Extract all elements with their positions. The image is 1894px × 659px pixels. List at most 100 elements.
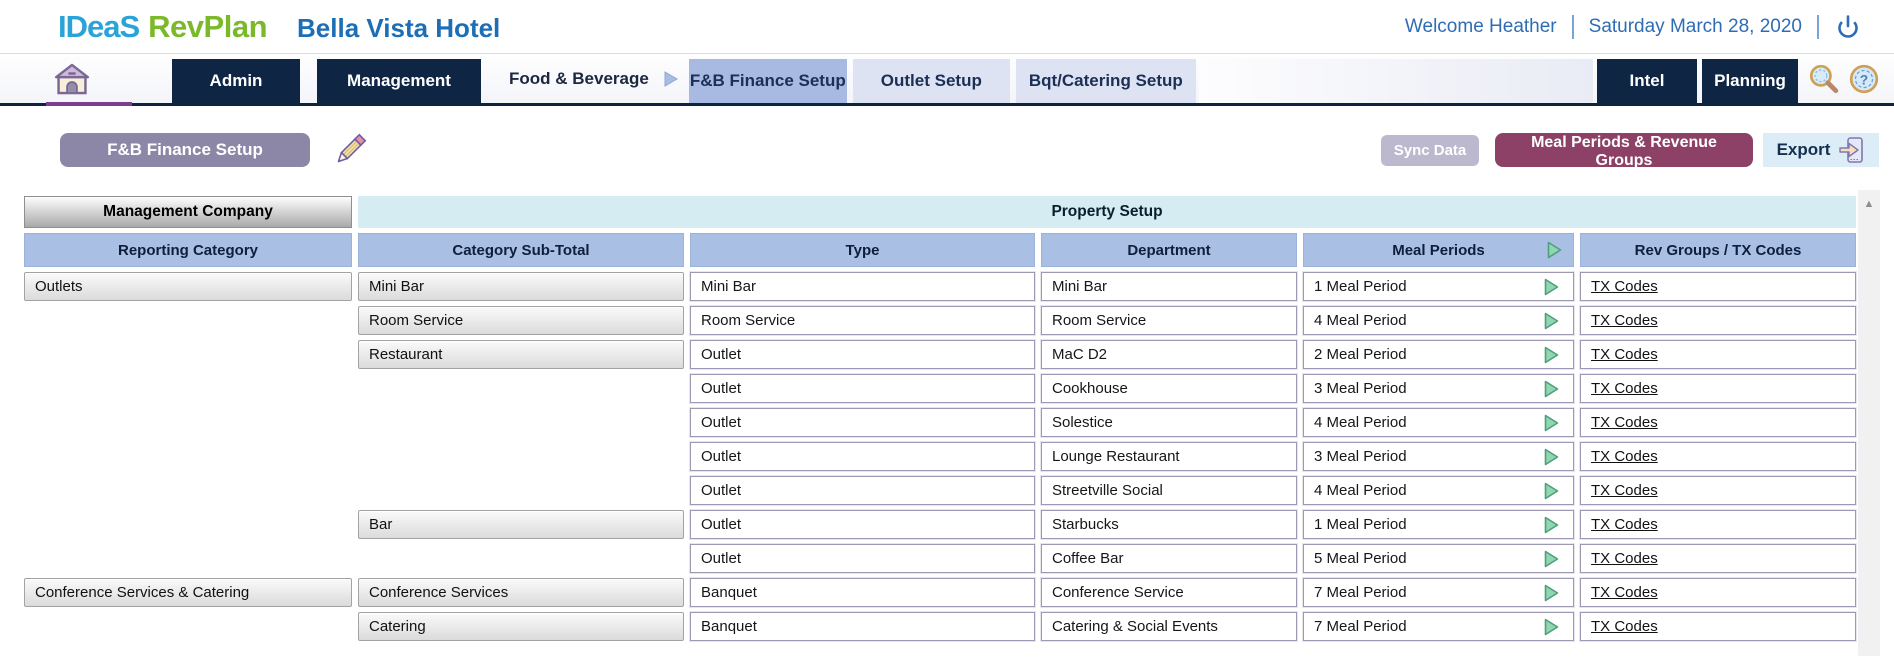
meal-periods-cell[interactable]: 4 Meal Period — [1303, 306, 1574, 335]
tx-codes-link[interactable]: TX Codes — [1591, 618, 1658, 635]
play-arrow-icon[interactable] — [1541, 549, 1561, 569]
tx-codes-link[interactable]: TX Codes — [1591, 448, 1658, 465]
column-header-label: Category Sub-Total — [452, 241, 590, 259]
tx-codes-link[interactable]: TX Codes — [1591, 414, 1658, 431]
reporting-category-cell[interactable]: Outlets — [24, 272, 352, 301]
meal-periods-cell[interactable]: 4 Meal Period — [1303, 476, 1574, 505]
reporting-category-cell[interactable]: Conference Services & Catering — [24, 578, 352, 607]
tx-codes-link[interactable]: TX Codes — [1591, 482, 1658, 499]
sync-data-button[interactable]: Sync Data — [1381, 134, 1479, 166]
scroll-up-icon[interactable]: ▲ — [1863, 198, 1875, 210]
meal-periods-cell[interactable]: 4 Meal Period — [1303, 408, 1574, 437]
category-subtotal-cell[interactable]: Restaurant — [358, 340, 684, 369]
type-cell[interactable]: Outlet — [690, 510, 1035, 539]
table-scrollbar[interactable]: ▲ — [1858, 190, 1880, 656]
play-arrow-icon[interactable] — [1541, 447, 1561, 467]
intel-button[interactable]: Intel — [1597, 59, 1697, 103]
column-header-rev-groups-tx-codes: Rev Groups / TX Codes — [1580, 233, 1856, 267]
meal-periods-label: 7 Meal Period — [1314, 584, 1407, 601]
department-cell[interactable]: Catering & Social Events — [1041, 612, 1297, 641]
rev-groups-cell: TX Codes — [1580, 408, 1856, 437]
column-header-department: Department — [1041, 233, 1297, 267]
play-arrow-icon[interactable] — [1541, 583, 1561, 603]
meal-periods-cell[interactable]: 7 Meal Period — [1303, 578, 1574, 607]
meal-periods-cell[interactable]: 5 Meal Period — [1303, 544, 1574, 573]
meal-periods-cell[interactable]: 3 Meal Period — [1303, 442, 1574, 471]
brand-logo: IDeaS RevPlan Bella Vista Hotel — [58, 9, 500, 45]
tx-codes-link[interactable]: TX Codes — [1591, 312, 1658, 329]
revplan-logo: RevPlan — [148, 8, 268, 44]
play-arrow-icon[interactable] — [1541, 617, 1561, 637]
type-cell[interactable]: Room Service — [690, 306, 1035, 335]
play-arrow-icon[interactable] — [1541, 515, 1561, 535]
category-subtotal-cell[interactable]: Mini Bar — [358, 272, 684, 301]
type-cell[interactable]: Outlet — [690, 476, 1035, 505]
department-cell[interactable]: Cookhouse — [1041, 374, 1297, 403]
play-arrow-icon[interactable] — [1541, 413, 1561, 433]
tab-outlet-setup[interactable]: Outlet Setup — [852, 59, 1010, 103]
tx-codes-link[interactable]: TX Codes — [1591, 584, 1658, 601]
meal-periods-revenue-groups-button[interactable]: Meal Periods & Revenue Groups — [1495, 133, 1753, 169]
department-cell[interactable]: Room Service — [1041, 306, 1297, 335]
tab-bqt-catering-setup[interactable]: Bqt/Catering Setup — [1015, 59, 1196, 103]
department-cell[interactable]: Mini Bar — [1041, 272, 1297, 301]
department-cell[interactable]: Lounge Restaurant — [1041, 442, 1297, 471]
type-cell[interactable]: Banquet — [690, 612, 1035, 641]
meal-periods-label: 2 Meal Period — [1314, 346, 1407, 363]
rev-groups-cell: TX Codes — [1580, 544, 1856, 573]
play-arrow-icon[interactable] — [1541, 345, 1561, 365]
management-button[interactable]: Management — [317, 59, 481, 103]
category-subtotal-cell[interactable]: Catering — [358, 612, 684, 641]
category-subtotal-cell[interactable]: Conference Services — [358, 578, 684, 607]
department-cell[interactable]: Streetville Social — [1041, 476, 1297, 505]
type-cell[interactable]: Outlet — [690, 340, 1035, 369]
meal-periods-cell[interactable]: 7 Meal Period — [1303, 612, 1574, 641]
department-cell[interactable]: MaC D2 — [1041, 340, 1297, 369]
category-subtotal-cell[interactable]: Room Service — [358, 306, 684, 335]
meal-periods-cell[interactable]: 1 Meal Period — [1303, 510, 1574, 539]
meal-periods-cell[interactable]: 2 Meal Period — [1303, 340, 1574, 369]
nav-filler — [1198, 59, 1593, 103]
meal-periods-cell[interactable]: 1 Meal Period — [1303, 272, 1574, 301]
help-icon[interactable]: ? — [1848, 63, 1880, 95]
export-label: Export — [1776, 140, 1831, 159]
type-cell[interactable]: Outlet — [690, 408, 1035, 437]
admin-button[interactable]: Admin — [172, 59, 300, 103]
type-cell[interactable]: Banquet — [690, 578, 1035, 607]
page-title-button[interactable]: F&B Finance Setup — [60, 133, 310, 167]
department-cell[interactable]: Starbucks — [1041, 510, 1297, 539]
type-cell[interactable]: Outlet — [690, 544, 1035, 573]
tab-fb-finance-setup[interactable]: F&B Finance Setup — [688, 59, 847, 103]
power-icon[interactable] — [1836, 14, 1860, 40]
tx-codes-link[interactable]: TX Codes — [1591, 516, 1658, 533]
planning-button[interactable]: Planning — [1702, 59, 1798, 103]
tx-codes-link[interactable]: TX Codes — [1591, 346, 1658, 363]
meal-periods-cell[interactable]: 3 Meal Period — [1303, 374, 1574, 403]
tx-codes-link[interactable]: TX Codes — [1591, 380, 1658, 397]
search-icon[interactable] — [1807, 63, 1839, 95]
type-cell[interactable]: Outlet — [690, 442, 1035, 471]
category-subtotal-cell[interactable]: Bar — [358, 510, 684, 539]
tx-codes-link[interactable]: TX Codes — [1591, 278, 1658, 295]
play-arrow-icon[interactable] — [1541, 481, 1561, 501]
pencil-icon[interactable] — [330, 133, 370, 167]
rev-groups-cell: TX Codes — [1580, 442, 1856, 471]
type-cell[interactable]: Outlet — [690, 374, 1035, 403]
empty-cell — [358, 408, 684, 437]
expand-meal-periods-icon[interactable] — [1544, 240, 1564, 260]
play-arrow-icon[interactable] — [1541, 311, 1561, 331]
rev-groups-cell: TX Codes — [1580, 374, 1856, 403]
home-button[interactable] — [44, 54, 136, 106]
export-button[interactable]: Export — [1763, 133, 1879, 167]
rev-groups-cell: TX Codes — [1580, 578, 1856, 607]
play-arrow-icon[interactable] — [1541, 277, 1561, 297]
department-cell[interactable]: Solestice — [1041, 408, 1297, 437]
play-arrow-icon[interactable] — [1541, 379, 1561, 399]
department-cell[interactable]: Conference Service — [1041, 578, 1297, 607]
empty-cell — [358, 442, 684, 471]
type-cell[interactable]: Mini Bar — [690, 272, 1035, 301]
department-cell[interactable]: Coffee Bar — [1041, 544, 1297, 573]
tx-codes-link[interactable]: TX Codes — [1591, 550, 1658, 567]
management-company-header: Management Company — [24, 196, 352, 228]
meal-periods-label: 5 Meal Period — [1314, 550, 1407, 567]
